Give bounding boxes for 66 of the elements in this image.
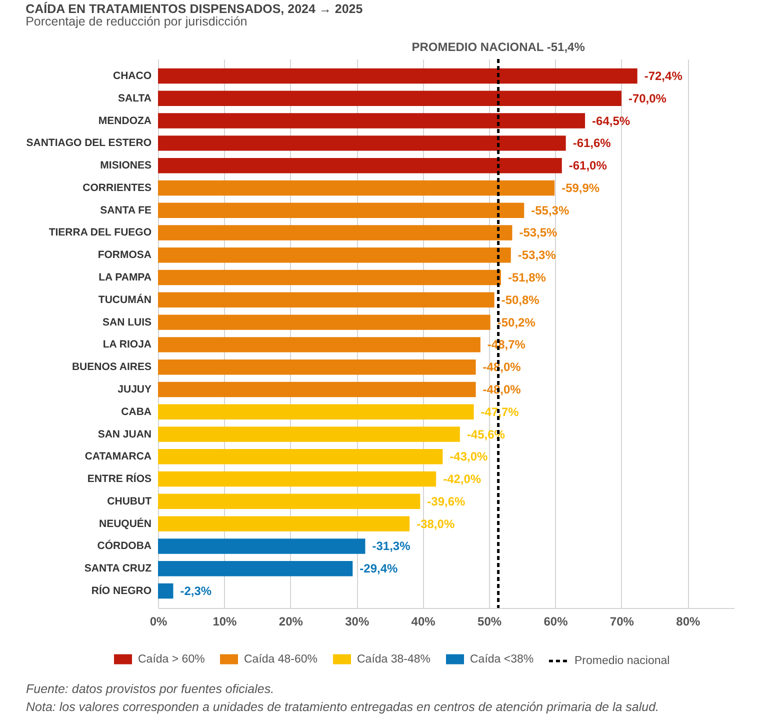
x-tick-label: 40% xyxy=(411,614,436,628)
y-tick-label: SANTA CRUZ xyxy=(84,562,152,575)
chart-title: CAÍDA EN TRATAMIENTOS DISPENSADOS, 2024 → 2025 xyxy=(26,1,363,16)
x-tick-label: 10% xyxy=(212,614,238,628)
y-tick-label: SANTA FE xyxy=(100,204,152,216)
legend-label: Promedio nacional xyxy=(574,655,670,667)
data-label: -2,3% xyxy=(180,584,212,598)
y-tick-label: JUJUY xyxy=(118,383,152,396)
legend-label: Caída <38% xyxy=(470,653,534,666)
data-label: -53,3% xyxy=(518,248,556,262)
x-tick-label: 20% xyxy=(278,614,304,628)
data-label: -48,0% xyxy=(482,382,522,396)
y-tick-label: FORMOSA xyxy=(98,249,152,262)
x-tick-label: 50% xyxy=(478,614,502,628)
y-tick-label: CABA xyxy=(121,406,152,418)
data-label: -61,0% xyxy=(568,158,608,173)
y-tick-label: SANTIAGO DEL ESTERO xyxy=(26,137,152,150)
y-tick-label: SALTA xyxy=(118,92,152,104)
data-label: -39,6% xyxy=(427,494,466,508)
data-label: -51,8% xyxy=(508,270,546,285)
data-label: -47,7% xyxy=(480,404,520,419)
data-label: -42,0% xyxy=(443,472,482,486)
data-label: -50,8% xyxy=(501,292,540,307)
y-tick-label: CÓRDOBA xyxy=(97,539,152,552)
data-label: -72,4% xyxy=(644,69,683,84)
y-tick-label: NEUQUÉN xyxy=(98,516,152,530)
y-tick-label: LA RIOJA xyxy=(102,338,152,351)
y-tick-label: CORRIENTES xyxy=(82,182,152,194)
y-tick-label: TUCUMÁN xyxy=(98,292,152,306)
data-label: -29,4% xyxy=(360,562,398,576)
data-label: -48,7% xyxy=(487,338,526,352)
y-tick-label: RÍO NEGRO xyxy=(91,584,152,597)
data-label: -43,0% xyxy=(450,450,488,464)
source-note: Fuente: datos provistos por fuentes oficiales. xyxy=(26,681,276,698)
y-tick-label: BUENOS AIRES xyxy=(72,361,152,374)
data-label: -61,6% xyxy=(572,136,612,150)
y-tick-label: SAN JUAN xyxy=(98,428,152,440)
y-tick-label: TIERRA DEL FUEGO xyxy=(48,226,152,239)
legend-label: Caída 48-60% xyxy=(244,653,318,666)
data-label: -31,3% xyxy=(372,539,411,554)
y-tick-label: CATAMARCA xyxy=(84,450,152,463)
text: PROMEDIO NACIONAL -51,4% xyxy=(412,40,586,54)
y-tick-label: LA PAMPA xyxy=(98,272,152,284)
y-tick-label: CHACO xyxy=(113,70,152,82)
data-label: -70,0% xyxy=(628,91,667,106)
x-tick-label: 0% xyxy=(150,614,168,628)
x-tick-label: 30% xyxy=(345,614,370,628)
y-tick-label: ENTRE RÍOS xyxy=(87,472,152,486)
y-tick-label: MISIONES xyxy=(100,160,152,172)
data-label: -50,2% xyxy=(497,315,536,330)
legend-label: Caída > 60% xyxy=(138,653,205,666)
x-tick-label: 60% xyxy=(544,614,568,628)
data-label: -45,6% xyxy=(466,427,506,442)
data-label: -59,9% xyxy=(562,180,600,195)
data-label: -55,3% xyxy=(531,203,570,218)
legend-label: Caída 38-48% xyxy=(357,653,431,666)
y-tick-label: SAN LUIS xyxy=(102,316,152,328)
data-label: -38,0% xyxy=(416,516,455,531)
x-tick-label: 70% xyxy=(610,614,634,628)
data-label: -53,5% xyxy=(519,226,558,240)
y-tick-label: MENDOZA xyxy=(98,114,152,127)
x-tick-label: 80% xyxy=(676,614,700,628)
data-label: -64,5% xyxy=(592,114,630,128)
chart-subtitle: Porcentaje de reducción por jurisdicción xyxy=(26,14,248,28)
y-tick-label: CHUBUT xyxy=(107,495,152,508)
text: Nota: los valores corresponden a unidades de tratamiento entregadas en centros de atención primaria de la salud. xyxy=(26,699,660,716)
